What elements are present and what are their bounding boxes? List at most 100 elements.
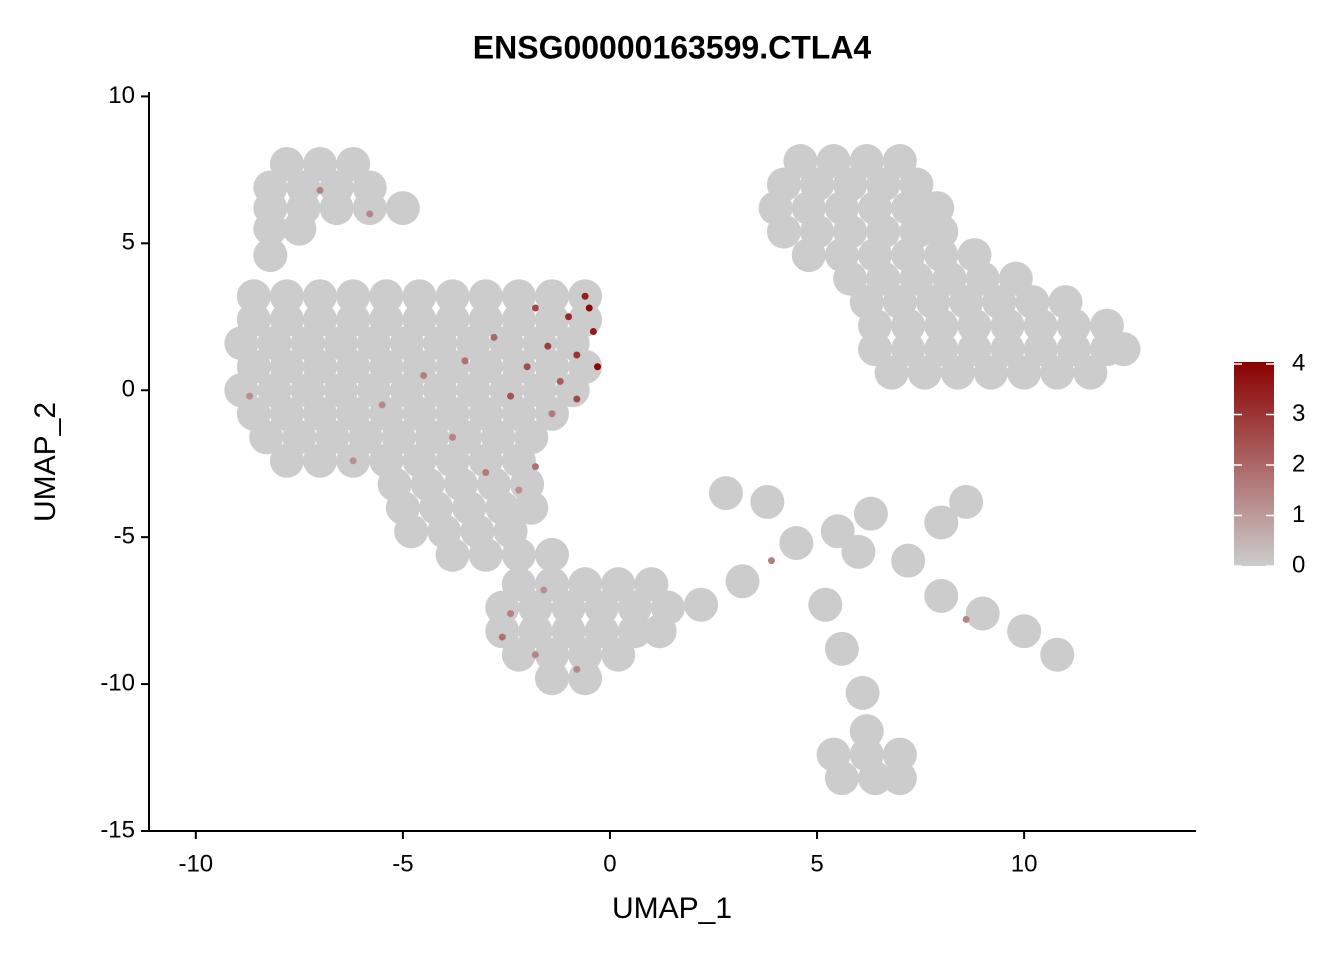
cell: [766, 214, 801, 249]
cell: [949, 484, 984, 519]
cell: [874, 355, 909, 390]
cell: [303, 146, 338, 181]
cell: [882, 144, 917, 179]
cell: [940, 355, 975, 390]
expressing-cell: [531, 651, 539, 659]
cell: [924, 332, 959, 367]
expressing-cell: [523, 363, 531, 371]
expressing-cell: [548, 410, 556, 418]
expressing-cell: [515, 486, 523, 494]
cell: [891, 543, 926, 578]
expressing-cell: [378, 401, 386, 409]
cell: [973, 355, 1008, 390]
cell: [957, 332, 992, 367]
cell: [750, 484, 785, 519]
cell: [684, 587, 719, 622]
cell: [833, 261, 868, 296]
cell: [555, 373, 590, 408]
cell: [924, 505, 959, 540]
colorbar-tick-label: 1: [1292, 501, 1305, 528]
cell: [501, 279, 536, 314]
expressing-cell: [507, 610, 515, 618]
cell: [858, 761, 893, 796]
cell: [617, 590, 652, 625]
colorbar: [1234, 362, 1274, 566]
cell: [783, 144, 818, 179]
cell: [1089, 308, 1124, 343]
expressing-cell: [540, 586, 548, 594]
cell: [965, 261, 1000, 296]
colorbar-tick-label: 3: [1292, 400, 1305, 427]
cell: [708, 476, 743, 511]
cell: [1040, 355, 1075, 390]
x-tick-label: -5: [392, 850, 413, 877]
x-tick-label: 10: [1011, 850, 1038, 877]
y-tick-label: -5: [114, 523, 135, 550]
cell: [501, 567, 536, 602]
cell: [501, 637, 536, 672]
cell: [269, 443, 304, 478]
cell: [385, 191, 420, 226]
cell: [642, 614, 677, 649]
cell: [402, 279, 437, 314]
cell: [1023, 332, 1058, 367]
cell: [501, 537, 536, 572]
expressing-cell: [349, 457, 357, 465]
cell: [845, 675, 880, 710]
colorbar-tick-label: 4: [1292, 349, 1305, 376]
cell: [634, 567, 669, 602]
expressing-cell: [461, 357, 469, 365]
chart-title: ENSG00000163599.CTLA4: [473, 29, 872, 65]
cell: [858, 308, 893, 343]
colorbar-tick-label: 0: [1292, 551, 1305, 578]
expressing-cell: [366, 210, 374, 218]
cell: [866, 261, 901, 296]
cell: [808, 587, 843, 622]
expressing-cell: [573, 395, 581, 403]
cell: [568, 567, 603, 602]
cell: [269, 146, 304, 181]
cell: [957, 308, 992, 343]
y-tick-label: 0: [122, 376, 135, 403]
expressing-cell: [573, 665, 581, 673]
cell: [303, 443, 338, 478]
cell: [601, 567, 636, 602]
cell: [551, 614, 586, 649]
cell: [998, 261, 1033, 296]
cell: [824, 761, 859, 796]
cell: [319, 191, 354, 226]
cell: [518, 614, 553, 649]
cell: [824, 631, 859, 666]
cell: [534, 537, 569, 572]
cell: [551, 590, 586, 625]
cell: [236, 279, 271, 314]
expressing-cell: [585, 304, 593, 312]
expressing-cell: [531, 463, 539, 471]
cell: [882, 761, 917, 796]
cell: [468, 537, 503, 572]
y-axis-label: UMAP_2: [29, 402, 62, 522]
cell: [1073, 355, 1108, 390]
y-tick-label: -10: [100, 669, 135, 696]
cell: [924, 308, 959, 343]
cell: [514, 490, 549, 525]
expressing-cell: [316, 186, 324, 194]
expressing-cell: [449, 433, 457, 441]
cell: [907, 355, 942, 390]
expressing-cell: [573, 351, 581, 359]
cell: [924, 214, 959, 249]
expressing-cell: [594, 363, 602, 371]
cell: [1106, 332, 1141, 367]
cell: [249, 420, 284, 455]
expressing-cell: [581, 292, 589, 300]
cell: [932, 261, 967, 296]
cell: [899, 261, 934, 296]
cell: [891, 308, 926, 343]
cell: [1056, 332, 1091, 367]
y-tick-label: 5: [122, 229, 135, 256]
cell: [1056, 308, 1091, 343]
expressing-cell: [507, 392, 515, 400]
cell: [1040, 637, 1075, 672]
cell: [468, 279, 503, 314]
expressing-cell: [565, 313, 573, 321]
